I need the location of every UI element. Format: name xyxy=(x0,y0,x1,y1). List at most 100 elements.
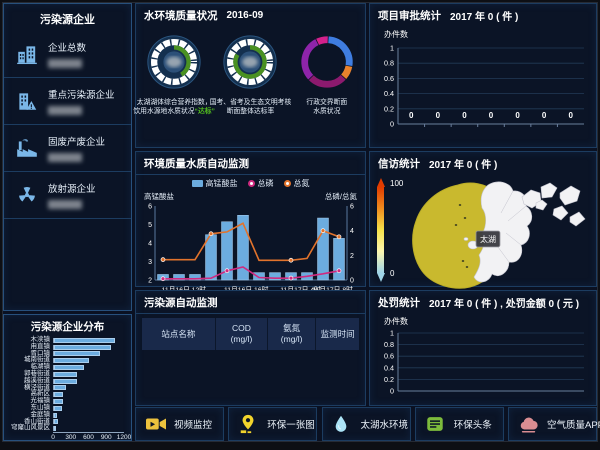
right-axis-label: 总磷/总氮 xyxy=(324,192,357,201)
bar-category-label: 东山镇 xyxy=(30,403,51,411)
panel-title-row: 信访统计 2017 年 0 ( 件 ) xyxy=(370,152,596,173)
bar-category-label: 高新区 xyxy=(30,390,51,398)
chart-legend: 高锰酸盐 总磷 总氮 xyxy=(136,175,365,189)
map-pin-icon xyxy=(238,414,260,434)
gauge-label-line2: 水质状况 xyxy=(306,107,347,116)
app-button-label: 视频监控 xyxy=(174,420,213,431)
bar xyxy=(54,426,56,432)
panel-title-row: 处罚统计 2017 年 0 ( 件 ) , 处罚金额 0 ( 元 ) xyxy=(370,291,596,312)
gauge-2: 国考、省考及生态文明考核 断面整体达标率 xyxy=(210,31,291,116)
svg-text:5: 5 xyxy=(148,222,152,229)
bar-track xyxy=(53,365,124,371)
bar-track xyxy=(53,358,124,364)
factory-icon xyxy=(15,136,39,160)
bar-row: 越溪街道 xyxy=(6,377,124,385)
bar xyxy=(54,419,59,425)
table-header-cell: 站点名称 xyxy=(142,318,215,350)
gauge-1: 太湖湖体综合营养指数， 饮用水源地水质状况“达标” xyxy=(133,31,215,116)
bar-category-label: 郭巷街道 xyxy=(24,369,50,377)
svg-text:2: 2 xyxy=(350,253,354,260)
bar-category-label: 胥口镇 xyxy=(30,349,51,357)
period-label: 2017 年 0 ( 件 ) xyxy=(450,12,519,23)
bar-row: 香山街道 xyxy=(6,418,124,426)
pollution-monitor-table-panel: 污染源自动监测 站点名称 COD (mg/l) 氨氮 (mg/l) 监测时间 xyxy=(135,290,366,406)
cloud-button[interactable]: 空气质量APP xyxy=(508,407,600,441)
news-button[interactable]: 环保头条 xyxy=(414,407,504,441)
video-button[interactable]: 视频监控 xyxy=(135,407,224,441)
panel-title-row: 项目审批统计 2017 年 0 ( 件 ) xyxy=(370,4,596,25)
bar-row: 临湖镇 xyxy=(6,363,124,371)
legend-label: 高锰酸盐 xyxy=(205,179,238,188)
map-tooltip: 太湖 xyxy=(475,230,501,248)
svg-text:0: 0 xyxy=(515,111,520,120)
sidebar-item-1[interactable]: 企业总数 xyxy=(4,31,131,78)
penalty-stats-panel: 处罚统计 2017 年 0 ( 件 ) , 处罚金额 0 ( 元 ) 办件数 0… xyxy=(369,290,597,406)
header-line1: 监测时间 xyxy=(320,328,355,339)
svg-text:0: 0 xyxy=(350,278,354,285)
left-axis-label: 高锰酸盐 xyxy=(144,192,174,201)
legend-item-2[interactable]: 总磷 xyxy=(247,178,274,189)
x-tick-label: 600 xyxy=(83,434,94,442)
bar-row: 金庭镇 xyxy=(6,411,124,419)
gauge-label-text: 断面整体达标率 xyxy=(226,108,275,115)
legend-item-1[interactable]: 高锰酸盐 xyxy=(191,178,238,189)
petition-stats-panel: 信访统计 2017 年 0 ( 件 ) xyxy=(369,151,597,289)
bar-category-label: 甪直镇 xyxy=(30,342,51,350)
axis-labels: 高锰酸盐 总磷/总氮 xyxy=(136,189,365,202)
bar xyxy=(54,358,89,364)
panel-title: 项目审批统计 xyxy=(378,10,441,22)
legend-swatch xyxy=(191,180,203,187)
svg-text:0: 0 xyxy=(409,111,414,120)
warning-building-icon xyxy=(15,89,39,113)
water-drop-button[interactable]: 太湖水环境 xyxy=(321,407,411,441)
app-button-row: 视频监控 环保一张图 太湖水环境 环保头条 空气质量APP xyxy=(135,407,600,441)
video-icon xyxy=(145,414,167,434)
legend-marker xyxy=(283,180,291,187)
gauge-caption: 行政交界断面 水质状况 xyxy=(306,98,347,116)
panel-title-row: 水环境质量状况 2016-09 xyxy=(136,4,365,25)
bar-row: 城南街道 xyxy=(6,357,124,364)
header-line1: COD xyxy=(231,323,251,333)
legend-marker xyxy=(247,180,255,187)
sidebar-item-label: 固废产废企业 xyxy=(48,137,106,148)
map-pin-button[interactable]: 环保一张图 xyxy=(228,407,318,441)
app-button-label: 环保头条 xyxy=(453,420,492,431)
panel-title-row: 污染源自动监测 xyxy=(136,291,365,314)
bar-row: 木渎镇 xyxy=(6,336,124,344)
sidebar-item-text: 企业总数 xyxy=(48,40,86,68)
table-header-cell: COD (mg/l) xyxy=(214,318,267,350)
approval-chart: 0 0.2 0.4 0.6 0.8 1 0 0 0 0 0 0 0 xyxy=(384,44,584,129)
bar-category-label: 临湖镇 xyxy=(30,363,51,371)
cloud-icon xyxy=(518,414,540,434)
sidebar-item-2[interactable]: 重点污染源企业 xyxy=(4,78,131,125)
svg-text:0: 0 xyxy=(436,111,441,120)
color-scale-bar xyxy=(377,187,384,273)
panel-title: 环境质量水质自动监测 xyxy=(144,158,249,170)
y-axis-label: 办件数 xyxy=(384,30,408,39)
legend-item-3[interactable]: 总氮 xyxy=(283,178,310,189)
bar-row: 高新区 xyxy=(6,391,124,398)
bar xyxy=(54,399,63,405)
bar-track xyxy=(53,405,124,411)
lake-islets xyxy=(454,204,469,268)
bar-row: 甪直镇 xyxy=(6,342,124,351)
svg-text:0: 0 xyxy=(462,111,467,120)
bar-track xyxy=(53,399,124,405)
bar-category-label: 光福镇 xyxy=(30,397,51,405)
bar xyxy=(54,344,112,350)
sidebar-item-4[interactable]: 放射源企业 xyxy=(4,172,131,219)
pollution-source-panel: 污染源企业 企业总数 重点污染源企业 固废产废企业 放射源企业 xyxy=(3,3,132,311)
gauge-label-text: 水质状况 xyxy=(313,108,341,115)
table-body-empty xyxy=(136,350,365,408)
period-label: 2017 年 0 ( 件 ) , 处罚金额 0 ( 元 ) xyxy=(429,299,580,310)
scale-min-label: 0 xyxy=(390,269,395,278)
bar-category-label: 横泾街道 xyxy=(24,383,50,391)
x-axis: 0 300 600 900 1200 xyxy=(51,432,131,443)
bar xyxy=(54,351,100,357)
gauge-row: 太湖湖体综合营养指数， 饮用水源地水质状况“达标” 国考、省考及生态文明考核 断面整体… xyxy=(133,25,365,116)
hidden-value xyxy=(48,200,82,209)
svg-text:0.8: 0.8 xyxy=(384,59,394,68)
gauge-label-line2: 饮用水源地水质状况“达标” xyxy=(133,107,215,116)
sidebar-item-3[interactable]: 固废产废企业 xyxy=(4,125,131,172)
svg-text:0.4: 0.4 xyxy=(384,363,394,372)
